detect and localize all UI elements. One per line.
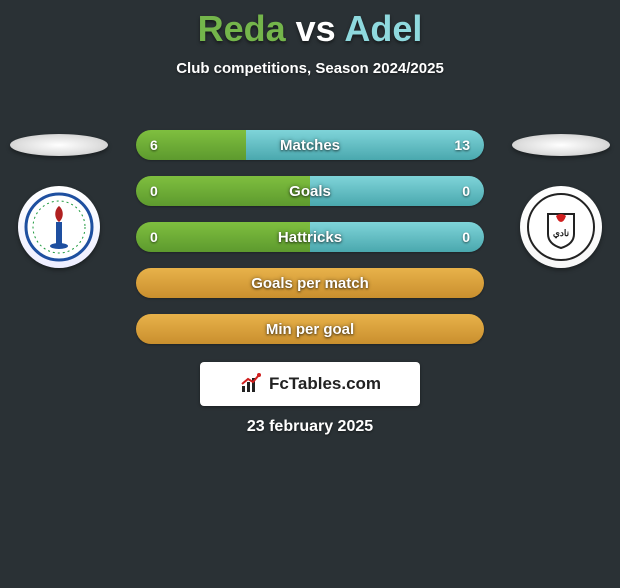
page-title: Reda vs Adel bbox=[0, 8, 620, 50]
stat-rows: 613Matches 00Goals 00Hattricks Goals per ma… bbox=[136, 130, 484, 360]
stat-row-goals: 00Goals bbox=[136, 176, 484, 206]
stat-bar-right bbox=[310, 176, 484, 206]
player-ellipse-right bbox=[512, 134, 610, 156]
stat-bar-left bbox=[136, 222, 310, 252]
stat-row-hattricks: 00Hattricks bbox=[136, 222, 484, 252]
stat-bar-full bbox=[136, 268, 484, 298]
branding-box[interactable]: FcTables.com bbox=[200, 362, 420, 406]
stat-row-goals-per-match: Goals per match bbox=[136, 268, 484, 298]
svg-text:نادي: نادي bbox=[553, 228, 569, 239]
branding-text: FcTables.com bbox=[269, 374, 381, 394]
club-badge-left bbox=[18, 186, 100, 268]
stat-row-matches: 613Matches bbox=[136, 130, 484, 160]
stat-bar-left bbox=[136, 176, 310, 206]
stat-bar-right bbox=[246, 130, 484, 160]
club-badge-left-icon bbox=[24, 192, 94, 262]
club-badge-right: نادي bbox=[520, 186, 602, 268]
subtitle: Club competitions, Season 2024/2025 bbox=[0, 60, 620, 77]
chart-icon bbox=[239, 372, 263, 396]
stat-row-min-per-goal: Min per goal bbox=[136, 314, 484, 344]
stat-bar-left bbox=[136, 130, 246, 160]
player-ellipse-left bbox=[10, 134, 108, 156]
stat-bar-full bbox=[136, 314, 484, 344]
date-text: 23 february 2025 bbox=[0, 418, 620, 436]
stat-bar-right bbox=[310, 222, 484, 252]
club-badge-right-icon: نادي bbox=[526, 192, 596, 262]
